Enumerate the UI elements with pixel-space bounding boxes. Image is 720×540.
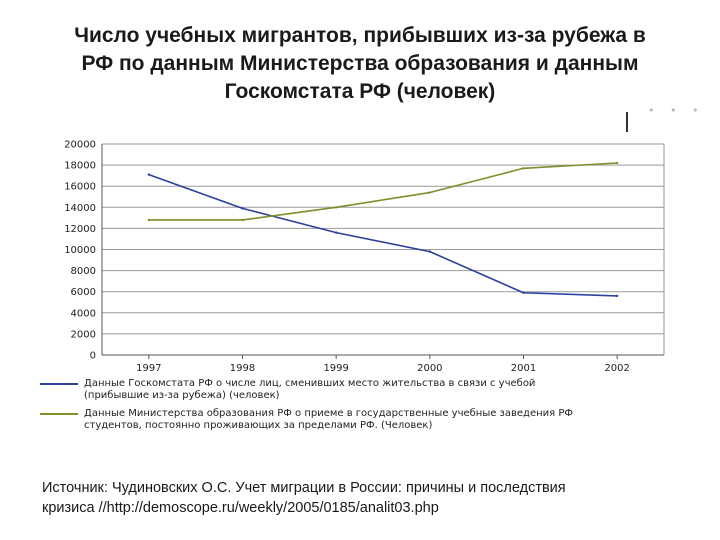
y-tick-label-8000: 8000 [71,266,96,277]
legend-label-goskomstat-line-2: (прибывшие из-за рубежа) (человек) [84,390,280,401]
series-1-point-2002 [615,294,619,298]
source-line-1: Источник: Чудиновских О.С. Учет миграции… [42,480,566,496]
legend-item-goskomstat: Данные Госкомстата РФ о числе лиц, смени… [40,378,680,402]
chart-legend: Данные Госкомстата РФ о числе лиц, смени… [40,378,680,438]
series-1-point-2000 [428,250,432,253]
x-tick-label-1997: 1997 [136,363,161,374]
series-2-point-1998 [241,218,244,222]
line-chart: 0 2000 4000 6000 8000 10000 12000 14000 16000 180… [64,140,665,374]
source-citation: Источник: Чудиновских О.С. Учет миграции… [42,478,682,518]
series-1-point-1999 [334,231,338,234]
series-line-2 [148,162,618,221]
series-2-point-2000 [428,191,432,194]
y-tick-label-4000: 4000 [71,308,96,319]
legend-item-minobr: Данные Министерства образования РФ о при… [40,408,680,432]
y-tick-label-12000: 12000 [64,224,96,235]
series-1-point-2001 [522,291,525,294]
decorative-dots: • • • [648,104,705,117]
x-tick-label-1998: 1998 [230,363,255,374]
series-1-point-1997 [147,173,151,176]
legend-label-goskomstat-line-1: Данные Госкомстата РФ о числе лиц, смени… [84,378,536,389]
y-tick-label-16000: 16000 [64,182,96,193]
series-2-point-1999 [334,206,338,209]
series-2-point-1997 [147,218,151,222]
y-tick-label-2000: 2000 [71,329,96,340]
series-2-point-2001 [522,167,525,170]
chart-title: Число учебных мигрантов, прибывших из-за… [20,22,700,106]
legend-swatch-minobr [40,413,78,415]
y-tick-label-20000: 20000 [64,140,96,151]
y-tick-label-6000: 6000 [71,287,96,298]
legend-swatch-goskomstat [40,383,78,385]
y-tick-label-14000: 14000 [64,203,96,214]
legend-label-minobr-line-1: Данные Министерства образования РФ о при… [84,408,573,419]
chart-title-line-2: РФ по данным Министерства образования и … [81,52,639,75]
legend-label-minobr-line-2: студентов, постоянно проживающих за пред… [84,420,433,431]
chart-title-line-1: Число учебных мигрантов, прибывших из-за… [74,24,646,47]
source-line-2: кризиса //http://demoscope.ru/weekly/200… [42,500,439,516]
x-tick-label-2001: 2001 [511,363,536,374]
y-tick-label-10000: 10000 [64,245,96,256]
decorative-divider [626,112,628,132]
series-2-point-2002 [615,161,619,165]
x-tick-label-2000: 2000 [417,363,442,374]
series-1-point-1998 [241,207,244,210]
y-tick-label-18000: 18000 [64,161,96,172]
series-line-1 [148,173,618,297]
x-tick-label-2002: 2002 [604,363,629,374]
chart-title-line-3: Госкомстата РФ (человек) [224,80,496,103]
y-tick-label-0: 0 [90,351,96,362]
x-tick-label-1999: 1999 [323,363,348,374]
